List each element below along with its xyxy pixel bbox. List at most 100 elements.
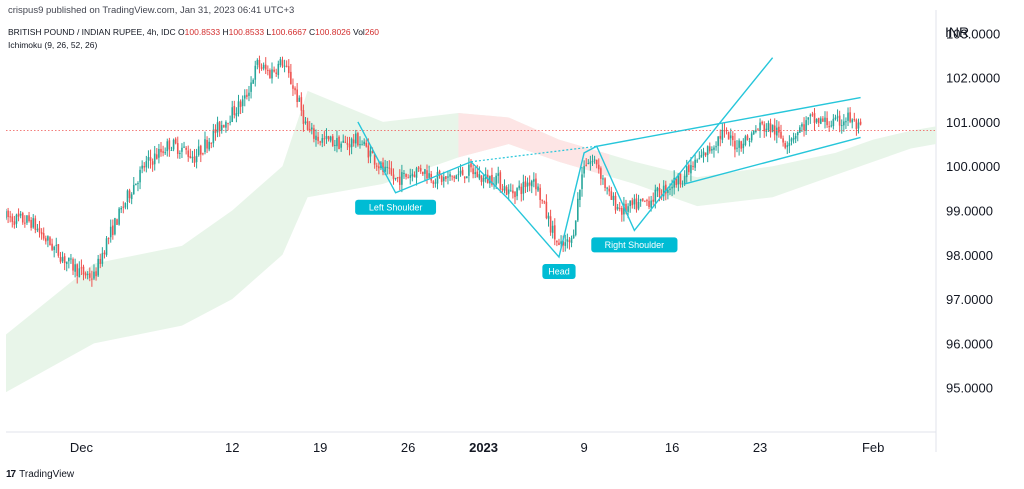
candle-body (637, 201, 640, 209)
candle-body (243, 95, 246, 99)
candle-body (476, 171, 479, 178)
candle-body (30, 219, 32, 228)
candle-body (338, 136, 340, 149)
tradingview-logo-icon: 17 (6, 469, 16, 480)
currency-label: INR (945, 24, 970, 40)
candle-body (604, 178, 606, 188)
candle-body (202, 153, 204, 155)
candle-body (853, 119, 856, 121)
candle-body (597, 164, 600, 170)
ohlc-low: 100.6667 (271, 27, 307, 37)
candle-body (658, 187, 661, 197)
candle-body (287, 66, 290, 74)
candle-body (151, 161, 154, 165)
candle-body (568, 240, 571, 243)
candle-body (279, 59, 282, 65)
candle-body (197, 146, 200, 156)
candle-body (70, 258, 72, 260)
candle-body (218, 121, 221, 131)
candle-body (608, 188, 611, 192)
candle-body (132, 184, 135, 195)
candle-body (275, 72, 278, 74)
candle-body (193, 156, 196, 163)
candle-body (497, 173, 500, 176)
candle-body (212, 129, 215, 144)
candle-body (805, 120, 807, 131)
candle-body (732, 135, 734, 141)
candle-body (579, 189, 581, 200)
candle-body (734, 140, 736, 150)
candle-body (378, 166, 380, 169)
candle-body (17, 213, 20, 217)
candle-body (539, 187, 541, 200)
symbol-title: BRITISH POUND / INDIAN RUPEE, 4h, IDC (8, 27, 176, 37)
candle-body (600, 168, 602, 179)
candle-body (166, 141, 169, 152)
candle-body (114, 218, 116, 235)
candle-body (742, 143, 745, 149)
price-chart[interactable]: Left Shoulder Head Right Shoulder 103.0000 1… (6, 0, 1018, 465)
candle-body (656, 187, 659, 191)
candle-body (156, 154, 158, 159)
candle-body (139, 169, 141, 183)
candle-body (40, 232, 43, 235)
candle-body (141, 165, 143, 169)
candle-body (97, 258, 99, 276)
candle-body (533, 179, 535, 182)
candle-body (93, 271, 95, 279)
y-tick-label: 96.0000 (946, 336, 993, 351)
candle-body (86, 273, 89, 275)
candle-body (803, 124, 805, 131)
candle-body (530, 180, 533, 187)
candle-body (627, 206, 629, 212)
candle-body (116, 219, 118, 225)
candle-body (432, 181, 435, 184)
candle-body (662, 185, 665, 197)
candle-body (342, 140, 345, 143)
candle-body (271, 69, 273, 79)
candle-body (729, 135, 732, 139)
candle-body (223, 125, 225, 128)
candle-body (778, 126, 780, 133)
candle-body (189, 155, 192, 159)
candle-body (520, 186, 523, 195)
y-tick-label: 99.0000 (946, 203, 993, 218)
candle-body (160, 148, 162, 153)
candle-body (44, 238, 47, 242)
candle-body (796, 131, 799, 136)
candle-body (411, 173, 414, 177)
channel-upper-line (596, 96, 861, 147)
candle-body (49, 237, 51, 246)
candle-body (570, 238, 573, 244)
candle-body (19, 213, 22, 216)
candle-body (26, 215, 28, 223)
candle-body (819, 118, 822, 124)
candle-body (449, 174, 451, 177)
candle-body (384, 166, 386, 172)
candle-body (220, 125, 223, 131)
candle-body (95, 271, 97, 277)
neckline-line (470, 145, 597, 163)
candle-body (294, 88, 296, 91)
candle-body (748, 140, 751, 142)
candle-body (256, 59, 259, 65)
candle-body (28, 215, 30, 222)
candle-body (214, 129, 217, 134)
candle-body (135, 183, 137, 186)
candle-body (210, 142, 213, 144)
candle-body (340, 143, 342, 148)
candle-body (744, 136, 747, 145)
candle-body (325, 136, 328, 139)
candle-body (786, 145, 789, 148)
candle-body (799, 127, 801, 133)
candle-body (836, 116, 839, 118)
candle-body (721, 129, 724, 140)
candle-body (801, 124, 803, 127)
candle-body (153, 153, 156, 165)
candle-body (491, 174, 493, 185)
candle-body (24, 222, 26, 224)
candle-body (625, 203, 627, 213)
candle-body (74, 264, 76, 272)
candle-body (430, 173, 433, 181)
pattern-label-text: Head (548, 267, 570, 277)
